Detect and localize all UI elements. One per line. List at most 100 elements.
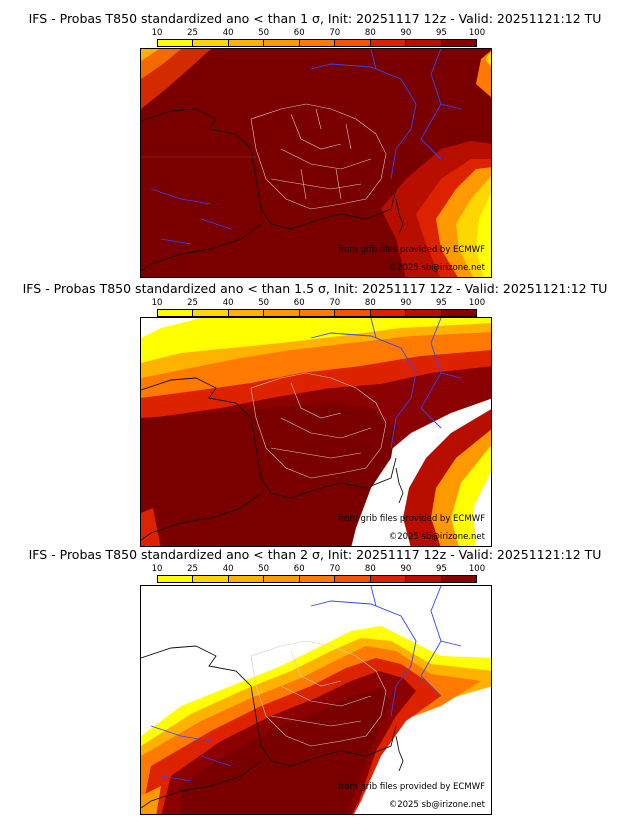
- prob-field-edge: [476, 193, 491, 277]
- panel-2: IFS - Probas T850 standardized ano < tha…: [0, 280, 630, 550]
- colorbar-swatch: [299, 576, 336, 582]
- colorbar-swatch: [158, 40, 194, 46]
- colorbar-legend: 10 25 40 50 60 70 80 90 95 100: [152, 28, 486, 48]
- colorbar-tick-label: 60: [293, 298, 305, 308]
- colorbar-legend: 10 25 40 50 60 70 80 90 95 100: [152, 298, 486, 318]
- colorbar-tick-label: 60: [293, 28, 305, 38]
- prob-field-edge: [141, 49, 159, 61]
- source-credit: from grib files provided by ECMWF: [338, 514, 485, 524]
- colorbar-tick-label: 80: [364, 564, 376, 574]
- colorbar-tick-label: 95: [436, 28, 447, 38]
- colorbar-swatch: [370, 40, 407, 46]
- panel-3: IFS - Probas T850 standardized ano < tha…: [0, 546, 630, 826]
- copyright: ©2025 sb@irizone.net: [388, 532, 485, 542]
- country-border: [370, 49, 462, 160]
- coastline: [141, 108, 397, 230]
- colorbar-tick-label: 10: [151, 564, 163, 574]
- probability-map: from grib files provided by ECMWF ©2025 …: [140, 317, 492, 547]
- colorbar-swatch: [264, 576, 300, 582]
- colorbar-tick-label: 60: [293, 564, 305, 574]
- colorbar-tick-label: 70: [329, 564, 341, 574]
- river: [150, 725, 232, 782]
- river: [150, 188, 232, 245]
- colorbar: [157, 575, 477, 583]
- colorbar-legend: 10 25 40 50 60 70 80 90 95 100: [152, 564, 486, 584]
- colorbar-tick-label: 10: [151, 298, 163, 308]
- coastline: [141, 223, 262, 272]
- prob-field-band: [473, 472, 491, 546]
- colorbar-ticks: 10 25 40 50 60 70 80 90 95 100: [152, 28, 486, 38]
- admin-boundaries: [250, 372, 387, 479]
- colorbar-tick-label: 95: [436, 564, 447, 574]
- country-border: [370, 318, 462, 429]
- colorbar-swatch: [335, 310, 371, 316]
- colorbar-tick-label: 95: [436, 298, 447, 308]
- colorbar-swatch: [299, 310, 336, 316]
- colorbar-tick-label: 50: [258, 298, 270, 308]
- colorbar-swatch: [441, 40, 476, 46]
- colorbar-tick-label: 25: [187, 28, 198, 38]
- colorbar-swatch: [264, 40, 300, 46]
- probability-map: from grib files provided by ECMWF ©2025 …: [140, 48, 492, 278]
- coastline: [141, 645, 397, 767]
- colorbar-swatch: [406, 310, 442, 316]
- colorbar-swatch: [158, 576, 194, 582]
- colorbar-swatch: [441, 576, 476, 582]
- country-border: [310, 332, 417, 449]
- country-border: [370, 586, 462, 697]
- colorbar-tick-label: 25: [187, 564, 198, 574]
- colorbar-swatch: [228, 310, 265, 316]
- colorbar-swatch: [441, 310, 476, 316]
- panel-title: IFS - Probas T850 standardized ano < tha…: [28, 11, 602, 26]
- country-border: [310, 600, 417, 717]
- panel-title: IFS - Probas T850 standardized ano < tha…: [22, 281, 608, 296]
- colorbar-tick-label: 90: [400, 28, 412, 38]
- colorbar-tick-label: 80: [364, 28, 376, 38]
- colorbar-swatch: [193, 310, 229, 316]
- colorbar-ticks: 10 25 40 50 60 70 80 90 95 100: [152, 298, 486, 308]
- colorbar-tick-label: 40: [222, 28, 234, 38]
- corsica: [395, 198, 404, 235]
- colorbar-swatch: [299, 40, 336, 46]
- colorbar-tick-label: 50: [258, 564, 270, 574]
- prob-field-band: [141, 786, 161, 814]
- colorbar-tick-label: 80: [364, 298, 376, 308]
- colorbar-swatch: [335, 40, 371, 46]
- colorbar-tick-label: 100: [468, 564, 486, 574]
- colorbar-swatch: [158, 310, 194, 316]
- panel-title: IFS - Probas T850 standardized ano < tha…: [28, 547, 602, 562]
- colorbar-swatch: [193, 40, 229, 46]
- colorbar-swatch: [228, 40, 265, 46]
- prob-field-edge: [485, 51, 491, 67]
- colorbar-tick-label: 90: [400, 564, 412, 574]
- source-credit: from grib files provided by ECMWF: [338, 245, 485, 255]
- prob-field-core: [141, 403, 396, 546]
- corsica: [395, 467, 404, 504]
- colorbar-ticks: 10 25 40 50 60 70 80 90 95 100: [152, 564, 486, 574]
- source-credit: from grib files provided by ECMWF: [338, 782, 485, 792]
- colorbar: [157, 309, 477, 317]
- coastline: [141, 492, 262, 541]
- colorbar-swatch: [335, 576, 371, 582]
- prob-field-edge: [476, 50, 491, 98]
- colorbar-tick-label: 90: [400, 298, 412, 308]
- colorbar: [157, 39, 477, 47]
- colorbar-swatch: [228, 576, 265, 582]
- prob-field-core: [181, 688, 391, 814]
- probability-map: from grib files provided by ECMWF ©2025 …: [140, 585, 492, 815]
- country-border: [310, 63, 417, 180]
- prob-field-edge: [141, 49, 181, 79]
- colorbar-swatch: [406, 40, 442, 46]
- colorbar-tick-label: 40: [222, 298, 234, 308]
- admin-boundaries: [250, 103, 387, 210]
- copyright: ©2025 sb@irizone.net: [388, 263, 485, 273]
- map-canvas: [141, 49, 491, 277]
- colorbar-tick-label: 50: [258, 28, 270, 38]
- colorbar-swatch: [370, 310, 407, 316]
- colorbar-swatch: [406, 576, 442, 582]
- colorbar-tick-label: 70: [329, 28, 341, 38]
- map-canvas: [141, 318, 491, 546]
- panel-1: IFS - Probas T850 standardized ano < tha…: [0, 10, 630, 280]
- colorbar-tick-label: 100: [468, 28, 486, 38]
- colorbar-swatch: [370, 576, 407, 582]
